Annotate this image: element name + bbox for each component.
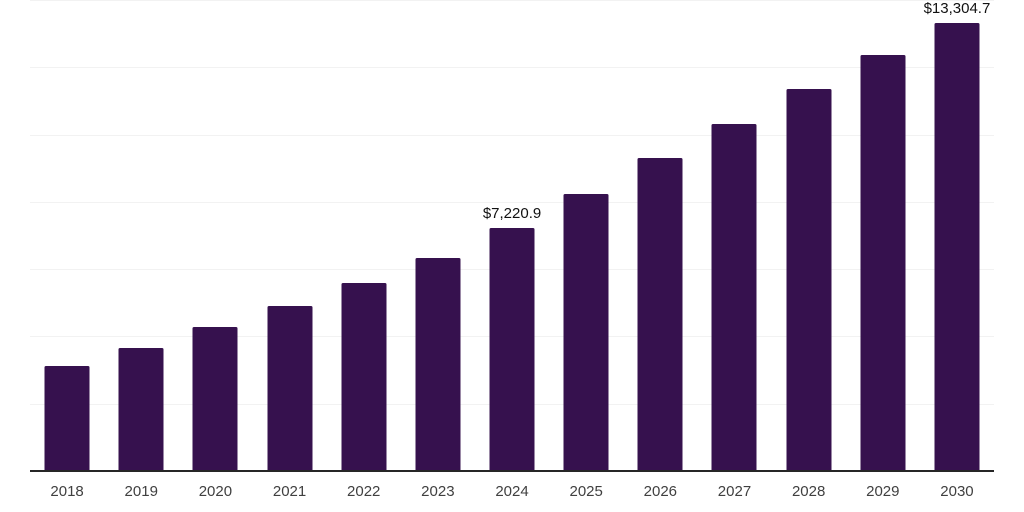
x-tick-2028: 2028	[791, 483, 826, 500]
x-tick-2024: 2024	[495, 483, 529, 500]
bar-2024	[489, 228, 535, 471]
bar-2025	[563, 194, 609, 471]
x-tick-2026: 2026	[643, 483, 678, 500]
bar-2026	[637, 158, 683, 471]
bar-slot-2029	[846, 0, 920, 471]
data-label-2024: $7,220.9	[482, 205, 542, 223]
bar-2027	[711, 123, 757, 471]
bar-slot-2025	[549, 0, 623, 471]
bar-slot-2027	[697, 0, 771, 471]
bar-slot-2030: $13,304.7	[920, 0, 994, 471]
bar-2021	[267, 305, 313, 471]
bar-slot-2023	[401, 0, 475, 471]
bar-2023	[415, 258, 461, 471]
x-tick-2025: 2025	[569, 483, 603, 500]
x-tick-2021: 2021	[272, 483, 307, 500]
bar-slot-2026	[623, 0, 697, 471]
x-tick-2023: 2023	[421, 483, 455, 500]
bar-2030	[934, 23, 980, 471]
x-axis-line	[30, 470, 994, 472]
bar-2020	[192, 326, 238, 471]
bars-layer: $7,220.9 $13,304.7	[30, 0, 994, 471]
bar-slot-2022	[327, 0, 401, 471]
x-tick-2022: 2022	[347, 483, 381, 500]
x-tick-2030: 2030	[940, 483, 974, 500]
gridline-8000	[30, 201, 994, 203]
gridline-12000	[30, 67, 994, 69]
bar-2029	[860, 54, 906, 471]
x-tick-2020: 2020	[198, 483, 233, 500]
data-label-2030: $13,304.7	[923, 0, 991, 18]
x-tick-2019: 2019	[124, 483, 158, 500]
plot-area: $7,220.9 $13,304.7	[30, 0, 994, 472]
x-tick-2018: 2018	[50, 483, 84, 500]
bar-slot-2019	[104, 0, 178, 471]
bar-slot-2021	[252, 0, 326, 471]
bar-slot-2020	[178, 0, 252, 471]
x-axis-labels: 2018 2019 2020 2021 2022 2023 2024 2025 2026 2027…	[30, 482, 994, 502]
bar-2018	[44, 365, 90, 471]
bar-2019	[118, 347, 164, 471]
x-tick-2029: 2029	[866, 483, 900, 500]
bar-2028	[786, 88, 832, 471]
bar-slot-2028	[772, 0, 846, 471]
gridline-10000	[30, 134, 994, 136]
bar-2022	[341, 282, 387, 471]
bar-slot-2024: $7,220.9	[475, 0, 549, 471]
bar-slot-2018	[30, 0, 104, 471]
gridline-14000	[30, 0, 994, 1]
x-tick-2027: 2027	[717, 483, 752, 500]
